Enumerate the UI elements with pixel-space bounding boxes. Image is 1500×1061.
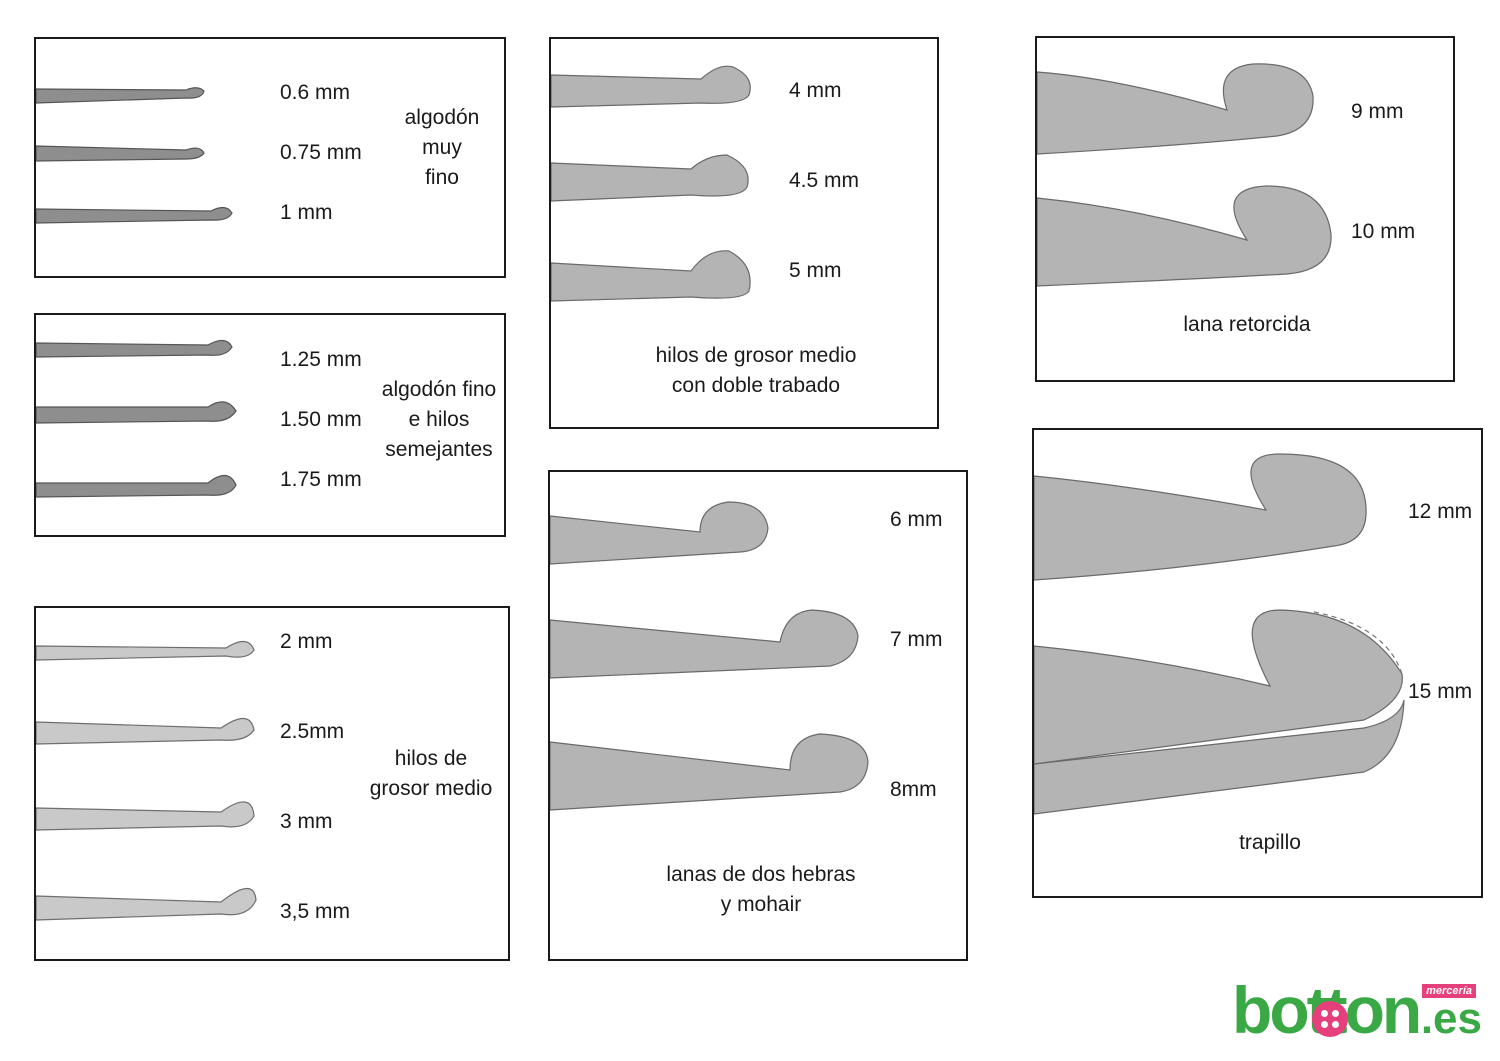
hook-2-5mm	[36, 717, 255, 745]
panel-doble-trabado: 4 mm 4.5 mm 5 mm hilos de grosor medio co…	[549, 37, 939, 429]
logo-tag: mercería	[1422, 984, 1476, 998]
panel-caption: algodón fino e hilos semejantes	[381, 378, 497, 461]
panel-algodon-fino: 1.25 mm 1.50 mm 1.75 mm algodón fino e hi…	[34, 313, 506, 537]
panel-caption: lana retorcida	[1183, 313, 1311, 336]
hook-5mm	[551, 250, 751, 302]
size-label: 12 mm	[1408, 500, 1473, 523]
size-label: 5 mm	[789, 259, 842, 282]
size-label: 4 mm	[789, 79, 842, 102]
hook-15mm-dashed-edge	[1313, 611, 1403, 675]
size-label: 2.5mm	[280, 720, 345, 743]
panel-caption: hilos de grosor medio con doble trabado	[655, 344, 857, 397]
size-label: 0.75 mm	[280, 141, 362, 164]
hook-illustrations	[36, 339, 237, 498]
hook-illustrations	[550, 501, 869, 811]
size-label: 1.50 mm	[280, 408, 362, 431]
panel-algodon-muy-fino: 0.6 mm 0.75 mm 1 mm algodón muy fino	[34, 37, 506, 278]
panel-caption: hilos de grosor medio	[369, 747, 493, 800]
hook-0-75mm	[36, 145, 205, 162]
size-label: 8mm	[890, 778, 937, 801]
hook-1-25mm	[36, 339, 233, 358]
hook-illustrations	[1034, 453, 1405, 815]
panel-lanas-dos-hebras: 6 mm 7 mm 8mm lanas de dos hebras y mohai…	[548, 470, 968, 961]
panel-lana-retorcida: 9 mm 10 mm lana retorcida	[1035, 36, 1455, 382]
panel-caption: trapillo	[1239, 831, 1301, 854]
hook-illustrations	[551, 65, 751, 302]
hook-illustrations	[1037, 63, 1332, 287]
size-label: 3 mm	[280, 810, 333, 833]
size-label: 0.6 mm	[280, 81, 351, 104]
hook-3-5mm	[36, 887, 257, 921]
hook-12mm	[1034, 453, 1367, 581]
hook-15mm-side	[1034, 699, 1405, 815]
hook-1-50mm	[36, 401, 237, 424]
hook-1-75mm	[36, 474, 237, 498]
hook-illustrations	[36, 87, 233, 224]
logo-suffix: .es	[1420, 994, 1482, 1043]
hook-7mm	[550, 609, 859, 679]
hook-4-5mm	[551, 154, 749, 202]
hook-6mm	[550, 501, 769, 565]
hook-10mm	[1037, 185, 1332, 287]
size-label: 4.5 mm	[789, 169, 860, 192]
panel-caption: algodón muy fino	[404, 106, 480, 189]
size-label: 1 mm	[280, 201, 333, 224]
botton-logo: botton mercería .es	[1232, 973, 1484, 1050]
hook-illustrations	[36, 640, 257, 921]
hook-2mm	[36, 640, 255, 661]
panel-trapillo: 12 mm 15 mm trapillo	[1032, 428, 1483, 898]
hook-0-6mm	[36, 87, 205, 104]
size-label: 10 mm	[1351, 220, 1416, 243]
hook-1mm	[36, 206, 233, 224]
size-label: 1.25 mm	[280, 348, 362, 371]
hook-3mm	[36, 801, 255, 831]
hook-9mm	[1037, 63, 1314, 155]
panel-caption: lanas de dos hebras y mohair	[666, 863, 856, 916]
hook-4mm	[551, 65, 751, 108]
hook-8mm	[550, 733, 869, 811]
hook-15mm	[1034, 609, 1403, 765]
panel-hilos-grosor-medio: 2 mm 2.5mm 3 mm 3,5 mm hilos de grosor me…	[34, 606, 510, 961]
size-label: 7 mm	[890, 628, 943, 651]
size-label: 9 mm	[1351, 100, 1404, 123]
button-icon	[1312, 1001, 1348, 1037]
size-label: 1.75 mm	[280, 468, 362, 491]
size-label: 6 mm	[890, 508, 943, 531]
size-label: 15 mm	[1408, 680, 1473, 703]
size-label: 3,5 mm	[280, 900, 351, 923]
size-label: 2 mm	[280, 630, 333, 653]
